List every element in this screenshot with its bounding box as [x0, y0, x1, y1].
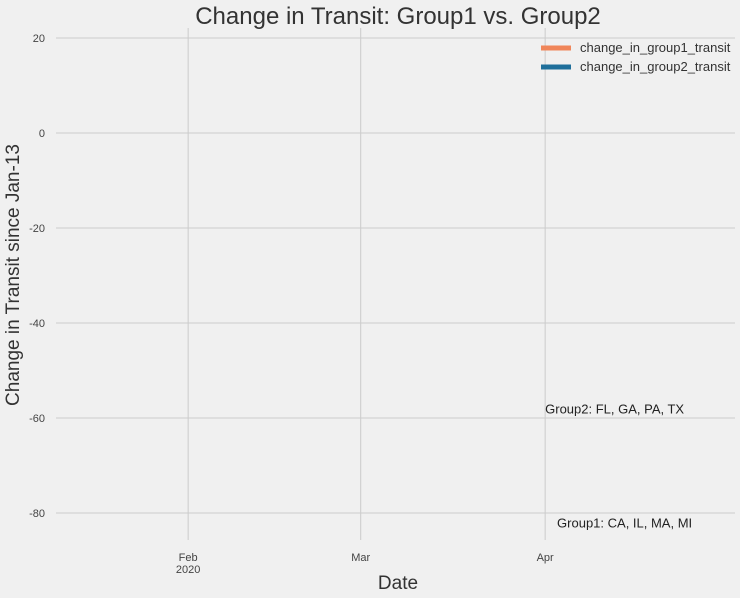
chart-title: Change in Transit: Group1 vs. Group2 [195, 3, 601, 30]
x-tick-sublabel: 2020 [176, 564, 200, 576]
annotation-label: Group2: FL, GA, PA, TX [545, 401, 684, 416]
y-axis-ticks: 20 0 -20 -40 -60 -80 [29, 33, 45, 520]
x-tick-label: Mar [351, 552, 370, 564]
y-axis-label: Change in Transit since Jan-13 [3, 144, 24, 406]
x-axis-label: Date [378, 573, 418, 594]
grid [56, 28, 735, 540]
x-tick-label: Apr [537, 552, 554, 564]
y-tick-label: -40 [29, 318, 45, 330]
y-tick-label: -60 [29, 413, 45, 425]
y-tick-label: -20 [29, 223, 45, 235]
annotation-label: Group1: CA, IL, MA, MI [557, 515, 692, 530]
x-tick-label: Feb [179, 552, 198, 564]
y-tick-label: 20 [33, 33, 45, 45]
legend: change_in_group1_transit change_in_group2… [541, 40, 731, 74]
legend-label-1: change_in_group1_transit [580, 40, 731, 55]
annotations: Group2: FL, GA, PA, TX Group1: CA, IL, MA… [545, 401, 692, 530]
y-tick-label: -80 [29, 508, 45, 520]
legend-label-2: change_in_group2_transit [580, 59, 731, 74]
y-tick-label: 0 [39, 128, 45, 140]
